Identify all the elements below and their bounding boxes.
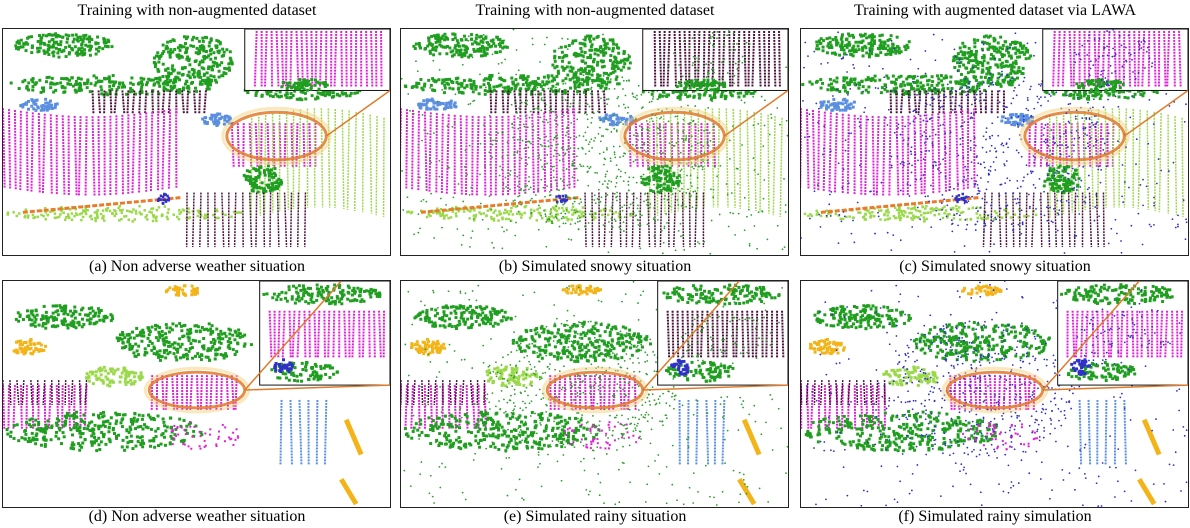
panel-e-point-cloud: [400, 280, 789, 508]
caption-e: (e) Simulated rainy situation: [503, 508, 687, 525]
caption-c: (c) Simulated snowy situation: [899, 258, 1091, 275]
point-cloud-render: [3, 29, 390, 248]
column-title-2: Training with non-augmented dataset: [475, 2, 715, 19]
panel-d-point-cloud: [2, 280, 391, 508]
point-cloud-render: [801, 281, 1188, 507]
column-title-3: Training with augmented dataset via LAWA: [853, 2, 1137, 19]
caption-f: (f) Simulated rainy simulation: [898, 508, 1092, 525]
caption-d: (d) Non adverse weather situation: [88, 508, 306, 525]
point-cloud-render: [3, 281, 390, 506]
caption-b: (b) Simulated snowy situation: [498, 258, 692, 275]
point-cloud-render: [401, 281, 788, 506]
panel-a-point-cloud: [2, 28, 391, 256]
panel-f-point-cloud: [800, 280, 1189, 508]
caption-a: (a) Non adverse weather situation: [89, 258, 305, 275]
point-cloud-render: [401, 29, 788, 255]
point-cloud-render: [801, 29, 1188, 254]
panel-b-point-cloud: [400, 28, 789, 256]
column-title-1: Training with non-augmented dataset: [77, 2, 317, 19]
panel-c-point-cloud: [800, 28, 1189, 256]
